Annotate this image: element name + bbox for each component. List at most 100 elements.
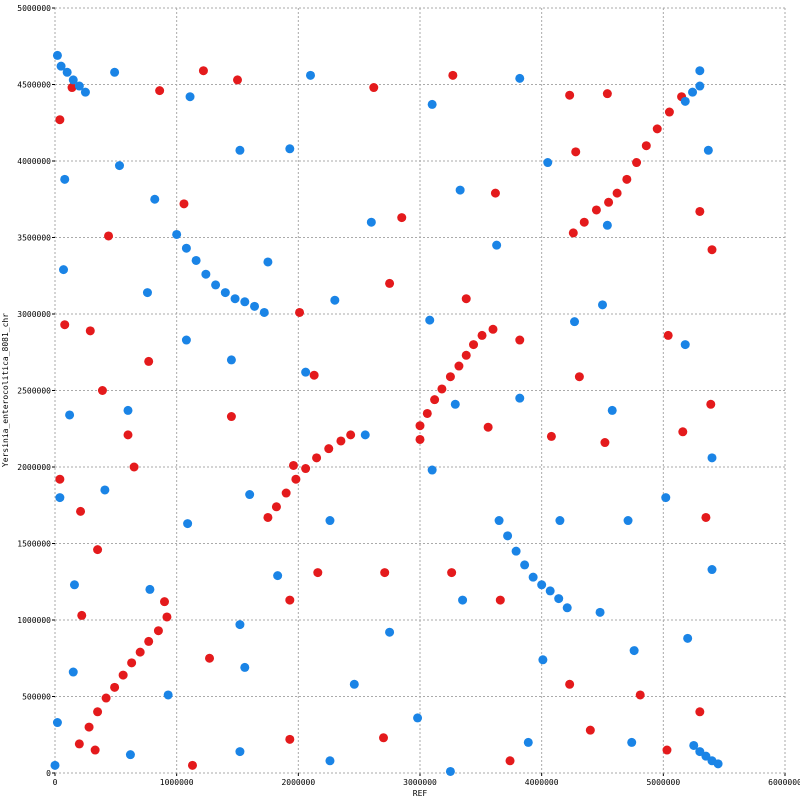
point (450, 399, 460, 409)
point (118, 670, 128, 680)
point (379, 733, 388, 743)
point (632, 158, 642, 168)
point (604, 197, 614, 207)
point (555, 516, 565, 526)
point (397, 213, 407, 223)
point (77, 610, 87, 620)
point (360, 430, 370, 440)
point (233, 75, 242, 85)
point (185, 92, 195, 102)
point (385, 627, 395, 637)
x-tick-label: 2000000 (281, 778, 315, 787)
point (142, 288, 152, 298)
point (447, 568, 457, 578)
point (68, 75, 78, 85)
point (235, 747, 245, 757)
x-tick-label: 5000000 (646, 778, 680, 787)
point (235, 620, 245, 630)
point (483, 422, 493, 432)
point (492, 240, 502, 250)
point (295, 307, 305, 317)
point (574, 372, 584, 382)
point (495, 595, 505, 605)
point (144, 636, 154, 646)
point (285, 144, 295, 154)
point (445, 372, 455, 382)
point (60, 174, 70, 184)
point (706, 399, 716, 409)
point (598, 300, 607, 310)
y-tick-label: 5000000 (17, 4, 51, 13)
point (104, 231, 114, 241)
point (538, 655, 548, 665)
point (546, 431, 556, 441)
point (240, 662, 250, 672)
point (568, 228, 578, 238)
point (301, 464, 311, 474)
point (437, 384, 447, 394)
point (455, 185, 465, 195)
point (695, 81, 705, 91)
point (181, 243, 191, 253)
point (125, 750, 135, 760)
point (565, 679, 575, 689)
point (93, 545, 103, 555)
point (622, 174, 632, 184)
point (494, 516, 504, 526)
point (490, 188, 500, 198)
point (369, 83, 379, 93)
point (461, 294, 471, 304)
point (330, 295, 340, 305)
point (150, 194, 160, 204)
point (59, 265, 69, 275)
point (427, 465, 437, 475)
point (570, 317, 580, 327)
point (84, 722, 94, 732)
point (680, 96, 690, 106)
point (627, 737, 637, 747)
point (74, 81, 84, 91)
point (707, 245, 717, 255)
point (602, 89, 612, 99)
point (93, 707, 103, 717)
point (683, 633, 693, 643)
point (230, 294, 240, 304)
point (271, 502, 281, 512)
y-tick-label: 4000000 (17, 157, 51, 166)
point (172, 229, 182, 239)
point (707, 453, 717, 463)
point (325, 756, 335, 766)
point (110, 67, 120, 77)
point (127, 658, 137, 668)
point (76, 506, 86, 516)
point (652, 124, 662, 134)
point (537, 580, 547, 590)
point (187, 760, 197, 770)
point (595, 607, 605, 617)
point (123, 430, 133, 440)
point (515, 393, 525, 403)
point (183, 519, 193, 529)
point (346, 430, 356, 440)
point (55, 474, 65, 484)
point (325, 516, 335, 526)
point (703, 145, 713, 155)
point (50, 760, 60, 770)
point (445, 766, 455, 776)
point (97, 386, 107, 395)
point (235, 145, 245, 155)
y-tick-label: 3500000 (17, 234, 51, 243)
point (635, 690, 645, 700)
point (695, 707, 705, 717)
y-tick-label: 2000000 (17, 463, 51, 472)
point (591, 205, 601, 215)
point (629, 646, 639, 656)
point (55, 493, 65, 503)
point (415, 434, 425, 444)
point (385, 278, 395, 288)
y-axis-label: Yersinia_enterocolitica_8081_chr (1, 313, 10, 467)
point (469, 340, 479, 350)
point (85, 326, 95, 336)
point (422, 408, 432, 418)
point (689, 740, 699, 750)
